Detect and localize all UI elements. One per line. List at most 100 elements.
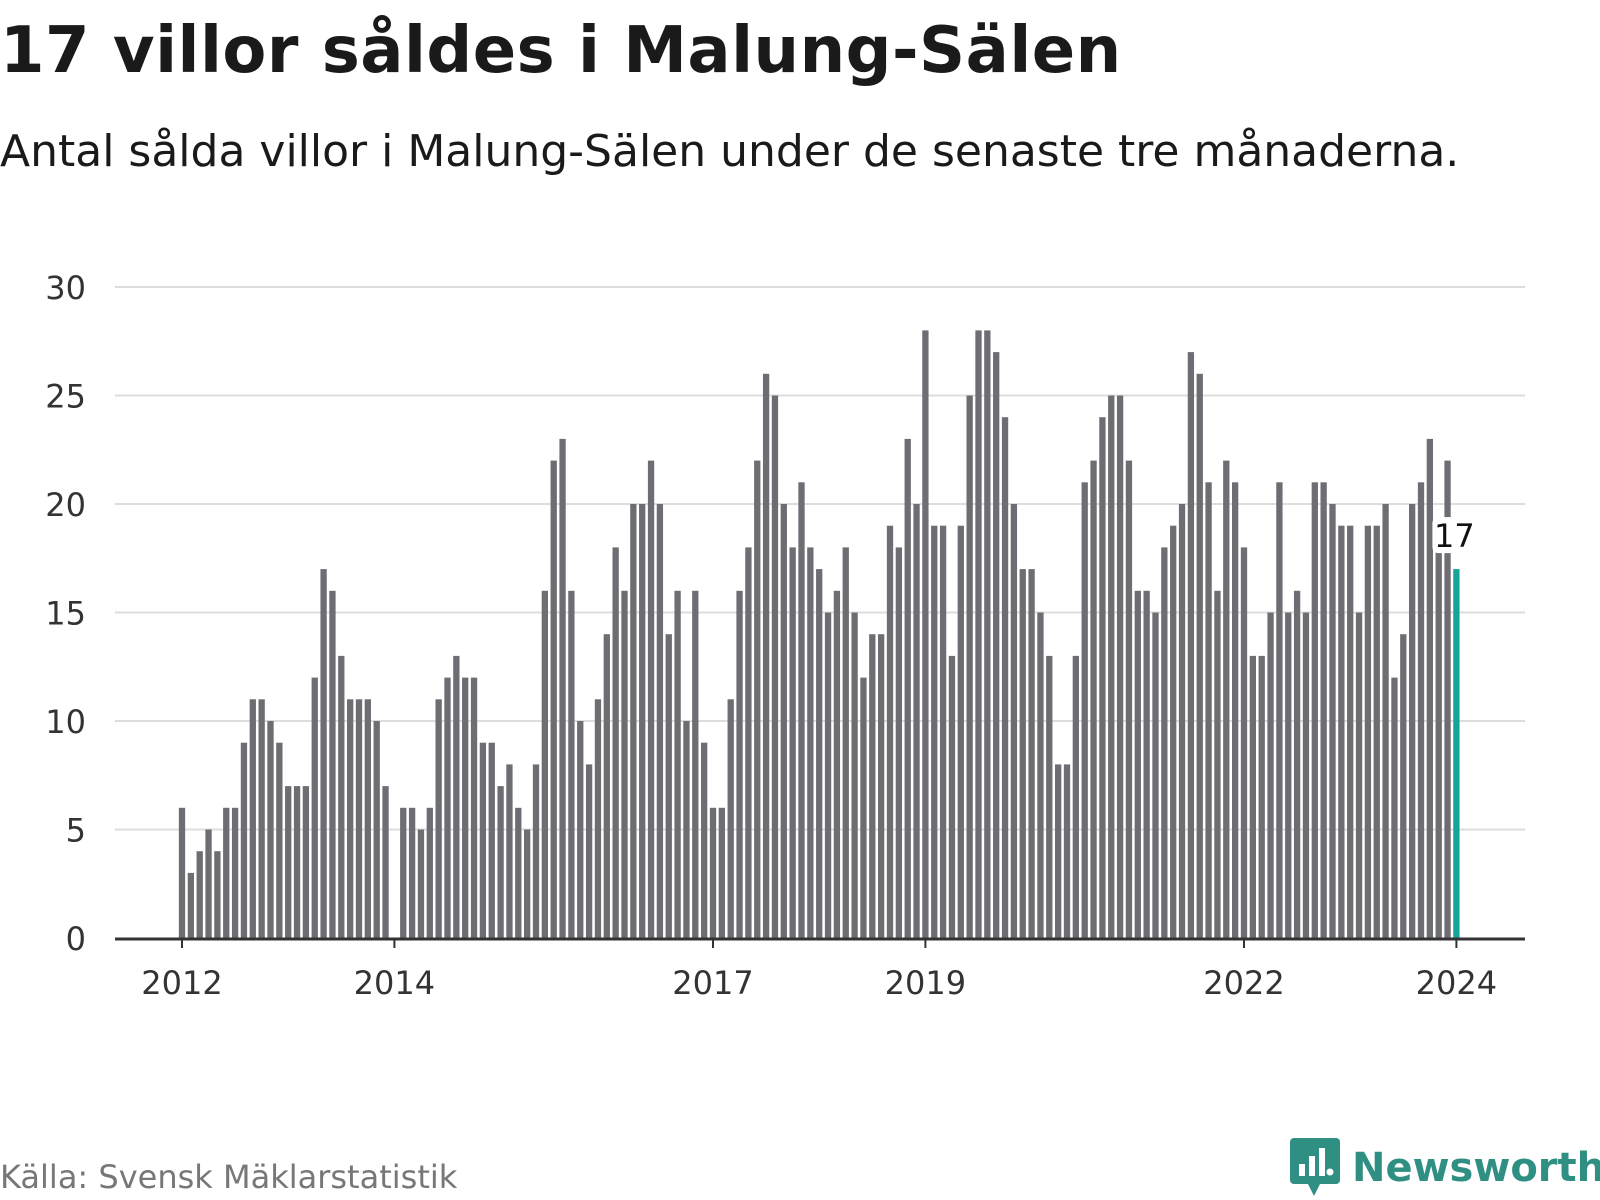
bar (347, 699, 354, 938)
bar (1417, 482, 1425, 938)
bar (532, 764, 540, 938)
bar (1391, 677, 1398, 938)
bar (1152, 612, 1159, 938)
bar (417, 829, 425, 938)
bar (851, 612, 858, 938)
bar (1311, 482, 1318, 938)
bar (798, 482, 805, 938)
bar (1426, 438, 1433, 938)
y-tick-label: 15 (45, 595, 86, 633)
highlight-label-bg (1432, 517, 1477, 554)
bar (674, 590, 681, 938)
bar (754, 460, 761, 938)
bar-chart: 0 5 10 15 20 25 30 2012 2014 2017 2019 2022 2024 17 (45, 269, 1525, 1002)
bar (1355, 612, 1363, 938)
bar (214, 851, 221, 938)
bar (701, 742, 708, 938)
bar (1382, 504, 1389, 938)
bar (807, 547, 814, 938)
bar (1373, 525, 1380, 938)
bar (1161, 547, 1168, 938)
bar (1435, 547, 1442, 938)
bar (886, 525, 894, 938)
x-tick-label: 2024 (1416, 964, 1497, 1002)
bar (1223, 460, 1230, 938)
x-tick-label: 2012 (141, 964, 222, 1002)
bars (178, 330, 1460, 939)
bar (1055, 764, 1062, 938)
bar (205, 829, 212, 938)
bar (957, 525, 964, 938)
bar (1178, 504, 1186, 938)
bar (1276, 482, 1283, 938)
bar (612, 547, 619, 938)
bar (267, 721, 274, 938)
bar (647, 460, 655, 938)
bar (630, 504, 637, 938)
bar (453, 655, 460, 938)
bar (1214, 590, 1221, 938)
bar (1072, 655, 1079, 938)
bar (1134, 590, 1141, 938)
highlight-bar (1453, 569, 1460, 938)
bar (285, 786, 292, 938)
bar (683, 721, 690, 938)
highlight-annotation: 17 (1432, 517, 1477, 555)
bar (1187, 352, 1195, 939)
x-axis (115, 937, 1525, 948)
bar (524, 829, 531, 938)
bar (1249, 655, 1256, 938)
brand-logo: Newsworthy (1290, 1138, 1600, 1198)
bar (878, 634, 885, 938)
bar (178, 807, 186, 938)
bar (762, 373, 770, 938)
bar (922, 330, 929, 938)
bar (1090, 460, 1097, 938)
y-tick-label: 5 (66, 812, 86, 850)
chart-subtitle: Antal sålda villor i Malung-Sälen under … (0, 126, 1460, 177)
bar (550, 460, 557, 938)
bar (1170, 525, 1177, 938)
bar (860, 677, 867, 938)
y-tick-label: 30 (45, 269, 86, 307)
x-axis-tick-labels: 2012 2014 2017 2019 2022 2024 (141, 964, 1497, 1002)
bar (240, 742, 248, 938)
source-note: Källa: Svensk Mäklarstatistik (0, 1158, 458, 1196)
bar (276, 742, 283, 938)
x-tick-label: 2019 (885, 964, 966, 1002)
bar (656, 504, 664, 938)
bar (329, 590, 336, 938)
bar (568, 590, 575, 938)
bar (293, 786, 301, 938)
bar (497, 786, 504, 938)
bar (745, 547, 752, 938)
bar (913, 504, 920, 938)
bar (302, 786, 310, 938)
chart-title: 17 villor såldes i Malung-Sälen (0, 14, 1122, 88)
bar (1108, 395, 1115, 938)
y-tick-label: 25 (45, 378, 86, 416)
bar (400, 807, 407, 938)
bar (718, 807, 725, 938)
bar (1125, 460, 1133, 938)
newsworthy-logo-icon (1290, 1138, 1340, 1196)
bar (1240, 547, 1248, 938)
bar (869, 634, 876, 938)
bar (338, 655, 345, 938)
bar (1116, 395, 1124, 938)
bar (1037, 612, 1044, 938)
bar (603, 634, 610, 938)
bar (1010, 504, 1018, 938)
bar (939, 525, 947, 938)
bar (1302, 612, 1310, 938)
bar (665, 634, 672, 938)
bar (196, 851, 203, 938)
y-tick-label: 0 (66, 920, 86, 958)
bar (426, 807, 433, 938)
bar (1232, 482, 1239, 938)
bar (1285, 612, 1292, 938)
y-tick-label: 20 (45, 486, 86, 524)
bar (1063, 764, 1071, 938)
bar (1001, 417, 1009, 938)
bar (709, 807, 717, 938)
